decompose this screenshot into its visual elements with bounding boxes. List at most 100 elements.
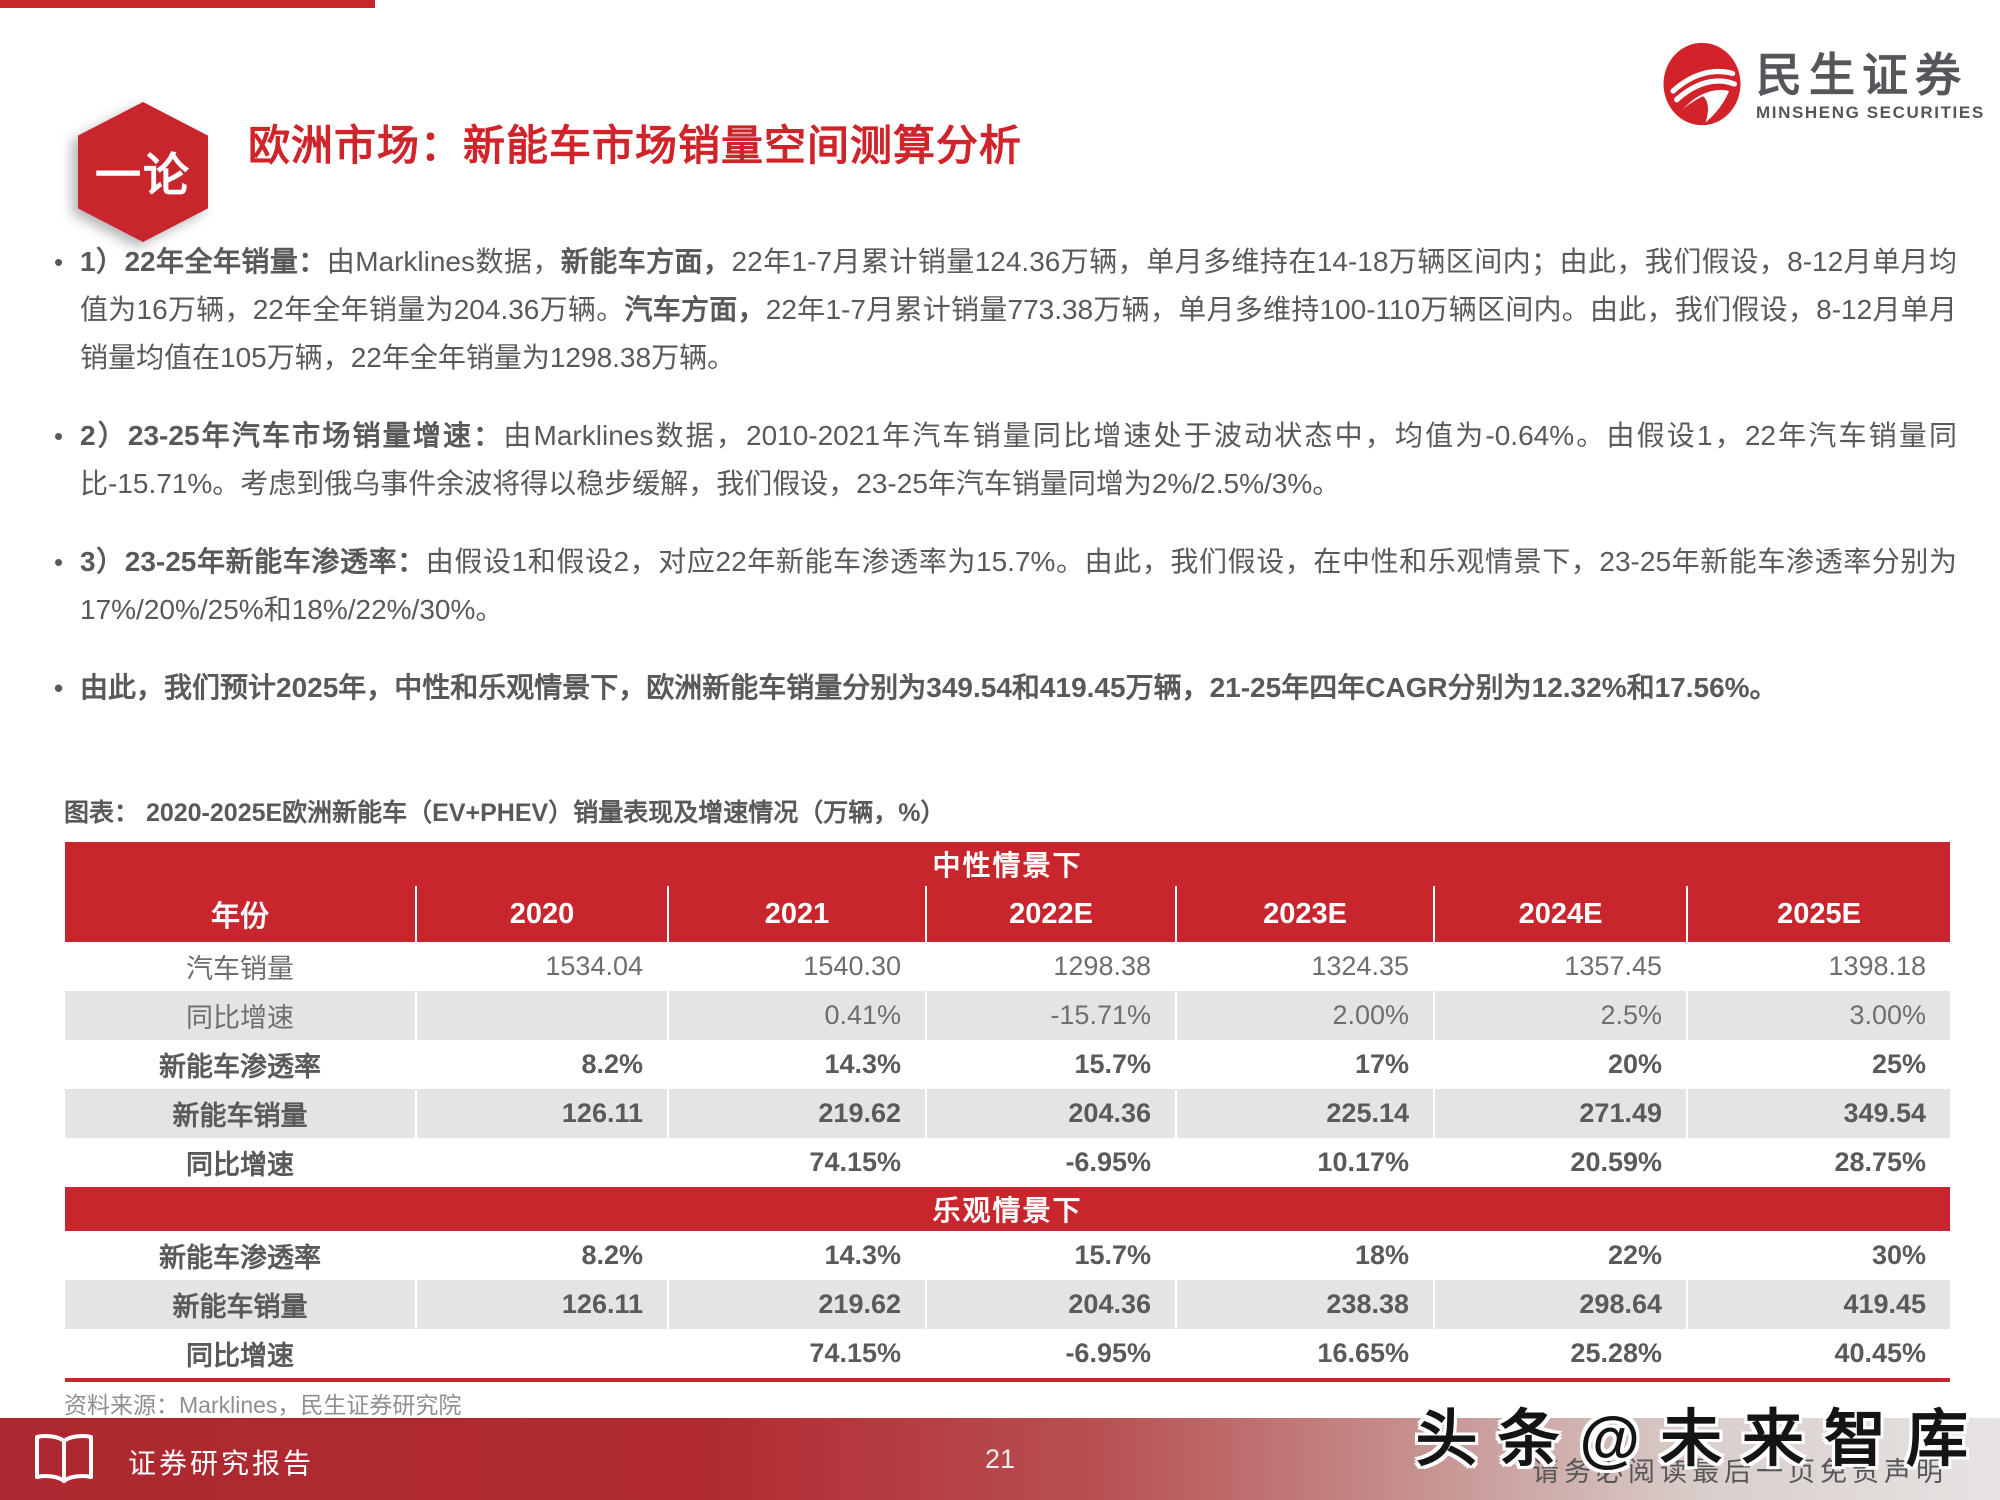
table-cell: 16.65% bbox=[1175, 1329, 1434, 1378]
table-cell: 298.64 bbox=[1433, 1280, 1687, 1329]
bullet-text: 22年1-7月累计销量124.36万辆，单月多维持在14-18万辆区间内；由此，… bbox=[80, 246, 1957, 325]
table-cell: 219.62 bbox=[667, 1089, 926, 1138]
bullet-text: 1）22年全年销量： bbox=[80, 246, 327, 277]
bullet-text: 2）23-25年汽车市场销量增速： bbox=[80, 420, 504, 451]
table-cell: 25.28% bbox=[1433, 1329, 1687, 1378]
book-icon bbox=[32, 1433, 96, 1490]
bullet-item: 由此，我们预计2025年，中性和乐观情景下，欧洲新能车销量分别为349.54和4… bbox=[52, 664, 1957, 712]
table-row: 同比增速 0.41% -15.71% 2.00% 2.5% 3.00% bbox=[65, 991, 1951, 1040]
table-cell: 18% bbox=[1175, 1231, 1434, 1280]
report-type-label: 证券研究报告 bbox=[128, 1448, 315, 1479]
table-row: 汽车销量 1534.04 1540.30 1298.38 1324.35 135… bbox=[65, 942, 1951, 991]
badge-hexagon: 一论 bbox=[78, 102, 208, 242]
bullet-text: 由Marklines数据，2010-2021年汽车销量同比增速处于波动状态中，均… bbox=[80, 420, 1957, 499]
table-cell: 14.3% bbox=[667, 1231, 926, 1280]
bullet-text: 新能车方面， bbox=[560, 246, 732, 277]
table-cell: 74.15% bbox=[667, 1329, 926, 1378]
table-header-row: 年份 2020 2021 2022E 2023E 2024E 2025E bbox=[65, 886, 1951, 942]
table-cell: 1534.04 bbox=[415, 942, 668, 991]
section-badge: 一论 bbox=[78, 102, 208, 242]
band-label: 中性情景下 bbox=[65, 842, 1951, 886]
column-header: 2020 bbox=[415, 886, 668, 942]
bullet-list: 1）22年全年销量：由Marklines数据，新能车方面，22年1-7月累计销量… bbox=[52, 238, 1957, 742]
top-accent-strip bbox=[0, 0, 375, 8]
row-label: 汽车销量 bbox=[186, 954, 294, 984]
badge-label: 一论 bbox=[95, 149, 191, 201]
table-cell: 204.36 bbox=[925, 1280, 1176, 1329]
table-cell: 419.45 bbox=[1685, 1280, 1951, 1329]
table-cell: 74.15% bbox=[667, 1138, 926, 1187]
row-label: 新能车渗透率 bbox=[159, 1052, 321, 1082]
table-cell: 20.59% bbox=[1433, 1138, 1687, 1187]
footer-bar: 证券研究报告 21 bbox=[0, 1418, 2000, 1500]
table-cell: 1540.30 bbox=[667, 942, 926, 991]
source-note: 资料来源：Marklines，民生证券研究院 bbox=[64, 1392, 462, 1418]
bullet-text: 由此，我们预计2025年，中性和乐观情景下，欧洲新能车销量分别为349.54和4… bbox=[80, 672, 1778, 703]
table-cell: 40.45% bbox=[1685, 1329, 1951, 1378]
column-header: 2024E bbox=[1433, 886, 1687, 942]
table-cell: -15.71% bbox=[925, 991, 1176, 1040]
column-header: 2025E bbox=[1685, 886, 1951, 942]
table-cell: 2.5% bbox=[1433, 991, 1687, 1040]
table-cell: 22% bbox=[1433, 1231, 1687, 1280]
table-cell: 225.14 bbox=[1175, 1089, 1434, 1138]
table-row: 新能车渗透率 8.2% 14.3% 15.7% 18% 22% 30% bbox=[65, 1231, 1951, 1280]
table-cell: 25% bbox=[1685, 1040, 1951, 1089]
table-cell: 0.41% bbox=[667, 991, 926, 1040]
table-cell: 30% bbox=[1685, 1231, 1951, 1280]
logo-name-cn: 民生证券 bbox=[1756, 49, 1968, 102]
table-row: 同比增速 74.15% -6.95% 10.17% 20.59% 28.75% bbox=[65, 1138, 1951, 1187]
table-cell: 1357.45 bbox=[1433, 942, 1687, 991]
row-label: 同比增速 bbox=[65, 991, 416, 1040]
minsheng-logo-icon bbox=[1662, 42, 1742, 131]
table-cell: 15.7% bbox=[925, 1040, 1176, 1089]
column-header: 2022E bbox=[925, 886, 1176, 942]
table-cell: 3.00% bbox=[1685, 991, 1951, 1040]
table-cell: 238.38 bbox=[1175, 1280, 1434, 1329]
table-cell: -6.95% bbox=[925, 1329, 1176, 1378]
scenario-band-neutral: 中性情景下 bbox=[65, 842, 1951, 886]
table-cell: 8.2% bbox=[415, 1231, 668, 1280]
bullet-text: 由Marklines数据， bbox=[326, 246, 561, 277]
table-cell: 15.7% bbox=[925, 1231, 1176, 1280]
row-label: 同比增速 bbox=[186, 1150, 294, 1180]
table-cell: 10.17% bbox=[1175, 1138, 1434, 1187]
table-cell: 204.36 bbox=[925, 1089, 1176, 1138]
table-cell: 1298.38 bbox=[925, 942, 1176, 991]
table-caption: 图表： 2020-2025E欧洲新能车（EV+PHEV）销量表现及增速情况（万辆… bbox=[64, 799, 946, 827]
forecast-table: 中性情景下 年份 2020 2021 2022E 2023E 2024E 202… bbox=[65, 842, 1951, 1378]
table-cell bbox=[415, 1138, 668, 1187]
bullet-item: 2）23-25年汽车市场销量增速：由Marklines数据，2010-2021年… bbox=[52, 412, 1957, 508]
table-cell: 28.75% bbox=[1685, 1138, 1951, 1187]
bullet-item: 3）23-25年新能车渗透率：由假设1和假设2，对应22年新能车渗透率为15.7… bbox=[52, 538, 1957, 634]
table-cell: 1324.35 bbox=[1175, 942, 1434, 991]
bullet-text: 由假设1和假设2，对应22年新能车渗透率为15.7%。由此，我们假设，在中性和乐… bbox=[80, 546, 1957, 625]
logo-name-en: MINSHENG SECURITIES bbox=[1756, 102, 1985, 122]
table-cell bbox=[415, 991, 668, 1040]
table-bottom-rule bbox=[65, 1378, 1950, 1382]
bullet-text: 3）23-25年新能车渗透率： bbox=[80, 546, 426, 577]
table-row: 新能车渗透率 8.2% 14.3% 15.7% 17% 20% 25% bbox=[65, 1040, 1951, 1089]
column-header: 年份 bbox=[65, 886, 416, 942]
logo-text: 民生证券 MINSHENG SECURITIES bbox=[1756, 50, 1985, 123]
scenario-band-optimistic: 乐观情景下 bbox=[65, 1187, 1951, 1231]
disclaimer-text: 请务必阅读最后一页免责声明 bbox=[1532, 1457, 1948, 1487]
table-cell: -6.95% bbox=[925, 1138, 1176, 1187]
table-cell: 126.11 bbox=[415, 1280, 668, 1329]
table-cell: 2.00% bbox=[1175, 991, 1434, 1040]
bullet-text: 汽车方面， bbox=[624, 294, 766, 325]
table-cell: 14.3% bbox=[667, 1040, 926, 1089]
bullet-item: 1）22年全年销量：由Marklines数据，新能车方面，22年1-7月累计销量… bbox=[52, 238, 1957, 382]
table-row: 同比增速 74.15% -6.95% 16.65% 25.28% 40.45% bbox=[65, 1329, 1951, 1378]
table-row: 新能车销量 126.11 219.62 204.36 225.14 271.49… bbox=[65, 1089, 1951, 1138]
page-number: 21 bbox=[984, 1444, 1016, 1474]
table-cell bbox=[415, 1329, 668, 1378]
row-label: 同比增速 bbox=[186, 1341, 294, 1371]
table-cell: 219.62 bbox=[667, 1280, 926, 1329]
table-cell: 126.11 bbox=[415, 1089, 668, 1138]
page-title: 欧洲市场：新能车市场销量空间测算分析 bbox=[248, 122, 1023, 169]
table-cell: 17% bbox=[1175, 1040, 1434, 1089]
bullet-text: 22年1-7月累计销量773.38万辆，单月多维持100-110万辆区间内。由此… bbox=[80, 294, 1957, 373]
table-cell: 1398.18 bbox=[1685, 942, 1951, 991]
